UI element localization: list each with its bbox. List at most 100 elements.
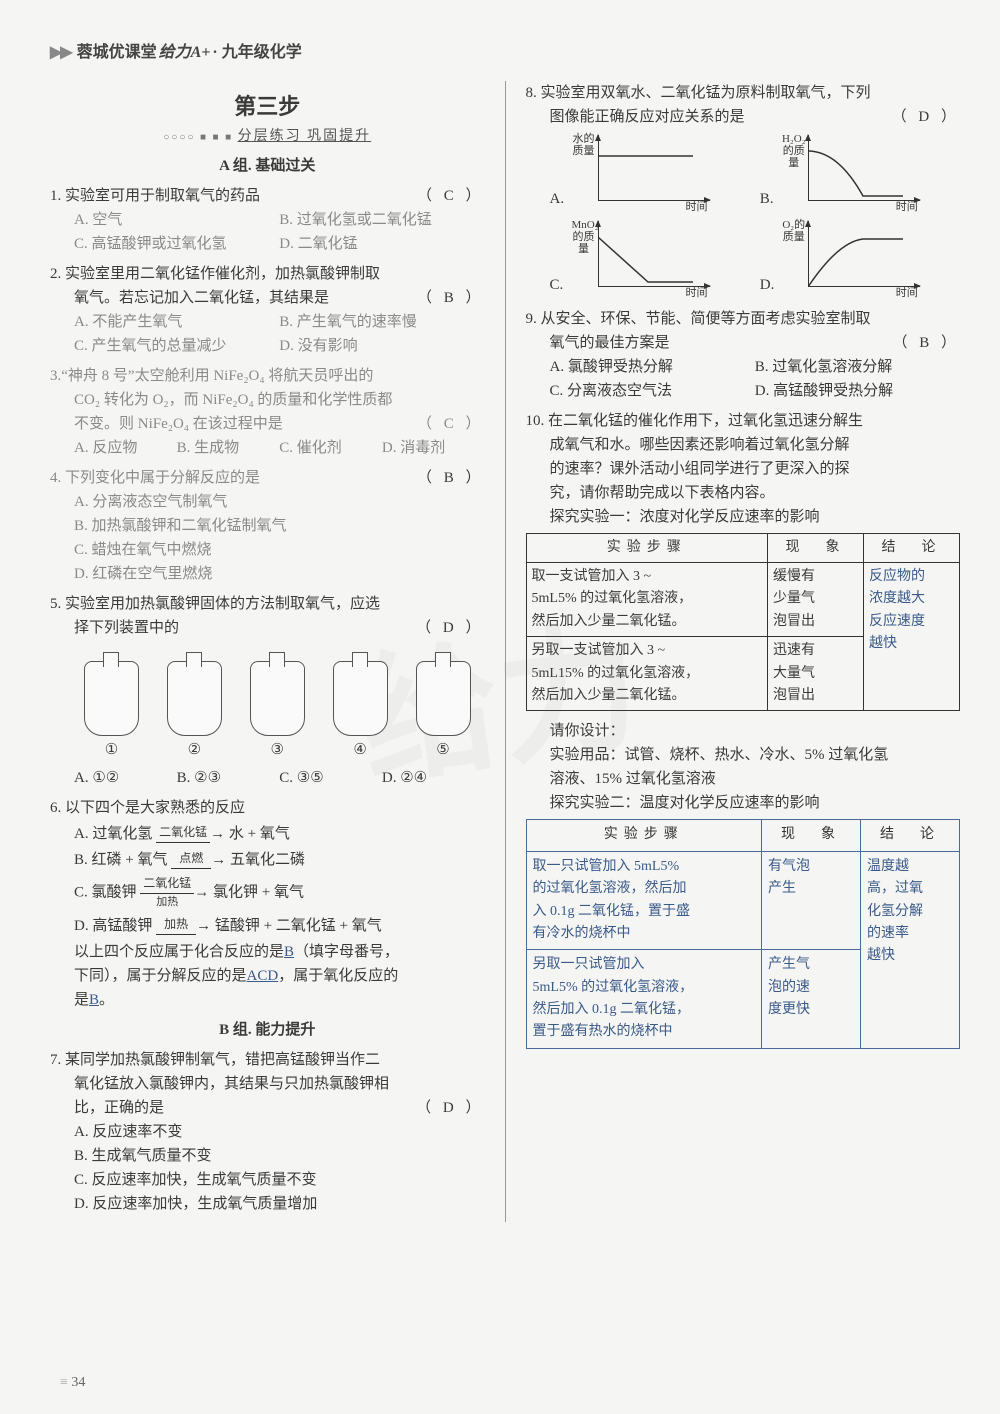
chart-d-ylab: O₂的质量 [782,219,806,243]
lbl-5: ⑤ [436,738,449,762]
q1-answer: （ C ） [417,184,485,208]
q4-answer: （ B ） [417,466,485,490]
flask-1 [84,661,139,736]
question-1: 1. 实验室可用于制取氧气的药品 （ C ） A. 空气 B. 过氧化氢或二氧化… [50,184,485,256]
question-5: 5. 实验室用加热氯酸钾固体的方法制取氧气，应选 择下列装置中的 （ D ） ①… [50,592,485,790]
flask-4 [333,661,388,736]
q7-l3: 比，正确的是 [74,1096,410,1120]
q3-opt-a: A. 反应物 [74,436,177,460]
q6-rC-r: 氯化钾 + 氧气 [213,885,304,901]
exp1-r2c1: 另取一支试管加入 3 ~ 5mL15% 的过氧化氢溶液， 然后加入少量二氧化锰。 [526,637,768,711]
q4-opt-c: C. 蜡烛在氧气中燃烧 [50,538,485,562]
q7-opt-c: C. 反应速率加快，生成氧气质量不变 [50,1168,485,1192]
q6-b2: ACD [247,968,279,984]
q5-opt-a: A. ①② [74,766,177,790]
q2-opt-c: C. 产生氧气的总量减少 [74,334,279,358]
q5-opt-d: D. ②④ [382,766,485,790]
q6-stem: 6. 以下四个是大家熟悉的反应 [50,796,485,820]
exp2-th1: 实验步骤 [526,820,761,851]
q5-answer: （ D ） [416,616,484,640]
question-3: 3.“神舟 8 号”太空舱利用 NiFe₂O₄ 将航天员呼出的 CO₂ 转化为 … [50,364,485,460]
q6-t2a: 下同），属于分解反应的是 [74,968,247,984]
question-2: 2. 实验室里用二氧化锰作催化剂，加热氯酸钾制取 氧气。若忘记加入二氧化锰，其结… [50,262,485,358]
flask-5 [416,661,471,736]
q4-opt-b: B. 加热氯酸钾和二氧化锰制氧气 [50,514,485,538]
chart-b-xlab: 时间 [896,199,918,217]
q3-opt-c: C. 催化剂 [279,436,382,460]
q2-opt-d: D. 没有影响 [279,334,484,358]
q10-exp1-title: 探究实验一：浓度对化学反应速率的影响 [526,505,961,529]
header-grade: · 九年级化学 [212,40,301,66]
page-number: 34 [60,1372,85,1394]
q1-opt-b: B. 过氧化氢或二氧化锰 [279,208,484,232]
q8-charts: A. 水的质量 时间 B. H₂O₂的质量 时间 [526,133,961,299]
left-column: 第三步 ○○○○ ■ ■ ■ 分层练习 巩固提升 A 组. 基础过关 1. 实验… [50,81,485,1222]
exp2-conclusion: 温度越 高，过氧 化氢分解 的速率 越快 [860,851,959,1048]
q6-t2b: ，属于氧化反应的 [278,968,398,984]
lbl-3: ③ [271,738,284,762]
q6-rB-l: B. 红磷 + 氧气 [74,852,167,868]
step-title: 第三步 [50,89,485,124]
chart-a-ylab: 水的质量 [572,133,596,157]
q10-tools1: 实验用品：试管、烧杯、热水、冷水、5% 过氧化氢 [526,743,961,767]
q3-l2: CO₂ 转化为 O₂，而 NiFe₂O₄ 的质量和化学性质都 [50,388,485,412]
q5-opt-b: B. ②③ [177,766,280,790]
question-7: 7. 某同学加热氯酸钾制氧气，错把高锰酸钾当作二 氧化锰放入氯酸钾内，其结果与只… [50,1048,485,1216]
exp1-r1c2: 缓慢有 少量气 泡冒出 [768,562,864,636]
q1-opt-c: C. 高锰酸钾或过氧化氢 [74,232,279,256]
q5-l1: 5. 实验室用加热氯酸钾固体的方法制取氧气，应选 [50,592,485,616]
q6-rA: A. 过氧化氢 二氧化锰→ 水 + 氧气 [50,822,485,846]
q1-stem: 1. 实验室可用于制取氧气的药品 [50,184,411,208]
q7-opt-d: D. 反应速率加快，生成氧气质量增加 [50,1192,485,1216]
q3-answer: （ C ） [417,412,485,436]
q2-answer: （ B ） [417,286,485,310]
q5-diagrams [70,646,485,736]
q5-l2: 择下列装置中的 [74,616,410,640]
flask-3 [250,661,305,736]
chart-c-xlab: 时间 [686,285,708,303]
column-divider [505,81,506,1222]
q9-opt-d: D. 高锰酸钾受热分解 [755,379,960,403]
q10-design: 请你设计： [526,719,961,743]
question-10: 10. 在二氧化锰的催化作用下，过氧化氢迅速分解生 成氧气和水。哪些因素还影响着… [526,409,961,1049]
q2-l2: 氧气。若忘记加入二氧化锰，其结果是 [74,286,411,310]
exp1-th1: 实验步骤 [526,533,768,562]
chart-b: B. H₂O₂的质量 时间 [760,133,960,213]
chart-d-label: D. [760,273,780,299]
q10-exp2-title: 探究实验二：温度对化学反应速率的影响 [526,791,961,815]
lbl-1: ① [105,738,118,762]
q9-l2: 氧气的最佳方案是 [550,331,887,355]
q3-l1: 3.“神舟 8 号”太空舱利用 NiFe₂O₄ 将航天员呼出的 [50,364,485,388]
lbl-2: ② [188,738,201,762]
q2-opt-b: B. 产生氧气的速率慢 [279,310,484,334]
question-4: 4. 下列变化中属于分解反应的是 （ B ） A. 分离液态空气制氧气 B. 加… [50,466,485,586]
group-b-title: B 组. 能力提升 [50,1018,485,1042]
question-9: 9. 从安全、环保、节能、简便等方面考虑实验室制取 氧气的最佳方案是 （ B ）… [526,307,961,403]
q7-l2: 氧化锰放入氯酸钾内，其结果与只加热氯酸钾相 [50,1072,485,1096]
q6-rC-top: 二氧化锰 [140,874,194,894]
q6-t3b: 。 [99,992,114,1008]
exp1-conclusion: 反应物的 浓度越大 反应速度 越快 [864,562,960,710]
chart-a: A. 水的质量 时间 [550,133,750,213]
chart-c: C. MnO₂的质量 时间 [550,219,750,299]
q3-opt-d: D. 消毒剂 [382,436,485,460]
flask-2 [167,661,222,736]
exp1-r1c1: 取一支试管加入 3 ~ 5mL5% 的过氧化氢溶液， 然后加入少量二氧化锰。 [526,562,768,636]
exp2-r1c2: 有气泡 产生 [761,851,860,950]
exp1-th2: 现 象 [768,533,864,562]
q6-rA-top: 二氧化锰 [156,823,210,843]
q9-opt-b: B. 过氧化氢溶液分解 [755,355,960,379]
question-8: 8. 实验室用双氧水、二氧化锰为原料制取氧气，下列 图像能正确反应对应关系的是 … [526,81,961,299]
page-header: ▶▶ 蓉城优课堂 给力A+ · 九年级化学 [50,40,960,66]
q9-l1: 9. 从安全、环保、节能、简便等方面考虑实验室制取 [526,307,961,331]
q6-rB: B. 红磷 + 氧气 点燃→ 五氧化二磷 [50,848,485,872]
q6-rC: C. 氯酸钾 二氧化锰 加热 → 氯化钾 + 氧气 [50,874,485,912]
q4-opt-d: D. 红磷在空气里燃烧 [50,562,485,586]
q6-rD-top: 加热 [156,915,196,935]
q6-tail: 以上四个反应属于化合反应的是B（填字母番号， 下同），属于分解反应的是ACD，属… [50,940,485,1012]
q10-tools2: 溶液、15% 过氧化氢溶液 [526,767,961,791]
q3-opt-b: B. 生成物 [177,436,280,460]
lbl-4: ④ [353,738,366,762]
q6-rC-l: C. 氯酸钾 [74,885,137,901]
exp2-r1c1: 取一只试管加入 5mL5% 的过氧化氢溶液，然后加 入 0.1g 二氧化锰，置于… [526,851,761,950]
